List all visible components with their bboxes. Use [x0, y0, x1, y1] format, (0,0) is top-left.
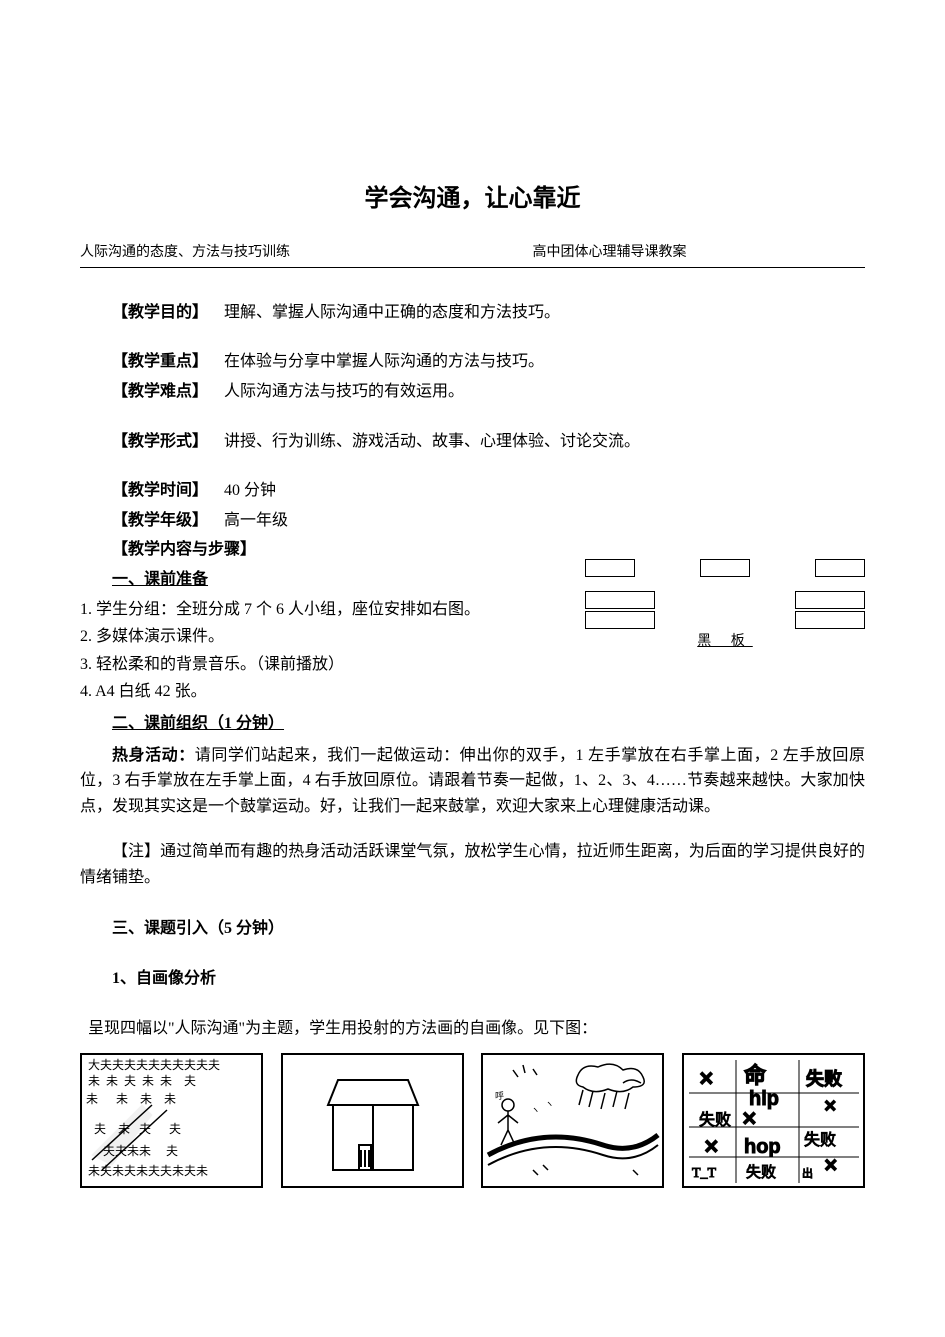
- key-line: 【教学重点】 在体验与分享中掌握人际沟通的方法与技巧。: [80, 349, 865, 375]
- svg-text:×: ×: [699, 1064, 714, 1093]
- svg-text:命: 命: [744, 1063, 767, 1088]
- warmup-text: 请同学们站起来，我们一起做运动：伸出你的双手，1 左手掌放在右手掌上面，2 左手…: [80, 747, 865, 815]
- key-text: 在体验与分享中掌握人际沟通的方法与技巧。: [224, 353, 544, 370]
- drawings-row: 大夫夫夫夫夫夫夫夫夫夫 未 未 夫 未 未 夫 未 未 未 未 夫 未 夫 夫 …: [80, 1053, 865, 1188]
- portrait-text: 呈现四幅以"人际沟通"为主题，学生用投射的方法画的自画像。见下图：: [80, 1016, 865, 1042]
- svg-text:×: ×: [742, 1104, 757, 1133]
- time-label: 【教学时间】: [112, 482, 208, 499]
- drawing-2: [281, 1053, 464, 1188]
- svg-text:夫 未 夫 夫: 夫 未 夫 夫: [88, 1122, 181, 1136]
- format-text: 讲授、行为训练、游戏活动、故事、心理体验、讨论交流。: [224, 433, 640, 450]
- seat-pair: [585, 591, 655, 629]
- seat-row-2: [585, 591, 865, 629]
- svg-text:夫夫未未 夫: 夫夫未未 夫: [88, 1144, 178, 1158]
- svg-text:失败: 失败: [699, 1111, 731, 1129]
- grade-line: 【教学年级】 高一年级: [80, 508, 865, 534]
- seat-diagram: 黑 板: [585, 559, 865, 653]
- time-line: 【教学时间】 40 分钟: [80, 478, 865, 504]
- svg-text:T_T: T_T: [692, 1166, 717, 1181]
- seat-box: [795, 591, 865, 609]
- portrait-heading: 1、自画像分析: [80, 966, 865, 992]
- drawing-1: 大夫夫夫夫夫夫夫夫夫夫 未 未 夫 未 未 夫 未 未 未 未 夫 未 夫 夫 …: [80, 1053, 263, 1188]
- warmup-label: 热身活动：: [112, 747, 195, 764]
- format-label: 【教学形式】: [112, 433, 208, 450]
- grade-label: 【教学年级】: [112, 512, 208, 529]
- svg-text:未 未 未 未: 未 未 未 未: [86, 1092, 176, 1106]
- svg-text:未夫未夫未夫夫未夫未: 未夫未夫未夫夫未夫未: [88, 1164, 208, 1178]
- intro-heading: 三、课题引入（5 分钟）: [80, 916, 865, 942]
- org-heading-text: 二、课前组织（1 分钟）: [112, 715, 284, 732]
- drawing-3: 呼 ヽ ヽ: [481, 1053, 664, 1188]
- seat-box: [815, 559, 865, 577]
- prep-heading-text: 一、课前准备: [112, 571, 208, 588]
- format-line: 【教学形式】 讲授、行为训练、游戏活动、故事、心理体验、讨论交流。: [80, 429, 865, 455]
- svg-text:失败: 失败: [804, 1131, 836, 1149]
- subtitle-left: 人际沟通的态度、方法与技巧训练: [80, 242, 413, 264]
- svg-text:出: 出: [802, 1166, 813, 1180]
- prep-item-4: 4. A4 白纸 42 张。: [80, 679, 865, 705]
- subtitle-right: 高中团体心理辅导课教案: [413, 242, 866, 264]
- objective-line: 【教学目的】 理解、掌握人际沟通中正确的态度和方法技巧。: [80, 300, 865, 326]
- portrait-heading-text: 1、自画像分析: [112, 970, 216, 987]
- note-text: 通过简单而有趣的热身活动活跃课堂气氛，放松学生心情，拉近师生距离，为后面的学习提…: [80, 843, 865, 886]
- objective-label: 【教学目的】: [112, 304, 208, 321]
- blackboard-label: 黑 板: [585, 631, 865, 653]
- difficulty-text: 人际沟通方法与技巧的有效运用。: [224, 383, 464, 400]
- time-text: 40 分钟: [224, 482, 276, 499]
- subtitle-row: 人际沟通的态度、方法与技巧训练 高中团体心理辅导课教案: [80, 242, 865, 267]
- svg-text:大夫夫夫夫夫夫夫夫夫夫: 大夫夫夫夫夫夫夫夫夫夫: [88, 1058, 220, 1072]
- content-label: 【教学内容与步骤】: [112, 541, 256, 558]
- objective-text: 理解、掌握人际沟通中正确的态度和方法技巧。: [224, 304, 560, 321]
- note-label: 【注】: [112, 843, 160, 860]
- drawing-4: × 失败 × T_T 命 hip × hop 失败 失败 × 失败 × 出: [682, 1053, 865, 1188]
- difficulty-line: 【教学难点】 人际沟通方法与技巧的有效运用。: [80, 379, 865, 405]
- svg-text:×: ×: [824, 1093, 837, 1118]
- seat-row-1: [585, 559, 865, 577]
- seat-box: [795, 611, 865, 629]
- seat-box: [585, 559, 635, 577]
- svg-text:ヽ: ヽ: [531, 1105, 540, 1115]
- svg-text:ヽ: ヽ: [545, 1099, 554, 1109]
- svg-text:hop: hop: [744, 1136, 781, 1158]
- svg-text:未 未 夫 未 未 夫: 未 未 夫 未 未 夫: [88, 1074, 196, 1088]
- warmup-paragraph: 热身活动：请同学们站起来，我们一起做运动：伸出你的双手，1 左手掌放在右手掌上面…: [80, 743, 865, 820]
- difficulty-label: 【教学难点】: [112, 383, 208, 400]
- seat-box: [585, 611, 655, 629]
- grade-text: 高一年级: [224, 512, 288, 529]
- seat-box: [585, 591, 655, 609]
- page-title: 学会沟通，让心靠近: [80, 180, 865, 218]
- intro-heading-text: 三、课题引入（5 分钟）: [112, 920, 284, 937]
- svg-text:失败: 失败: [746, 1164, 776, 1181]
- seat-box: [700, 559, 750, 577]
- svg-text:失败: 失败: [806, 1068, 842, 1089]
- svg-text:呼: 呼: [495, 1091, 504, 1101]
- note-paragraph: 【注】通过简单而有趣的热身活动活跃课堂气氛，放松学生心情，拉近师生距离，为后面的…: [80, 839, 865, 890]
- seat-pair: [795, 591, 865, 629]
- org-heading: 二、课前组织（1 分钟）: [80, 711, 865, 737]
- prep-item-3: 3. 轻松柔和的背景音乐。（课前播放）: [80, 652, 865, 678]
- key-label: 【教学重点】: [112, 353, 208, 370]
